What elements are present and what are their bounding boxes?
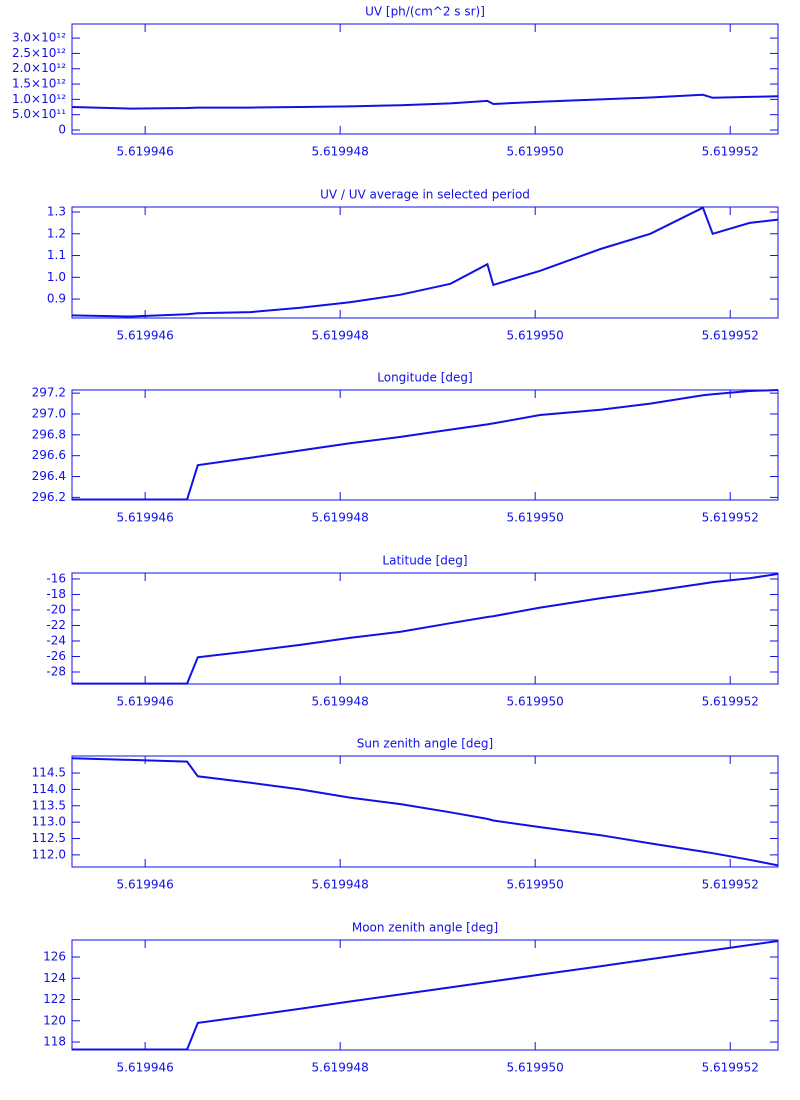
y-tick-label: 122 xyxy=(43,992,66,1006)
x-tick-label: 5.619950 xyxy=(507,511,564,525)
y-tick-label: 297.0 xyxy=(32,406,66,420)
y-tick-label: 120 xyxy=(43,1013,66,1027)
y-tick-label: 112.5 xyxy=(32,831,66,845)
data-line xyxy=(72,389,779,501)
x-tick-label: 5.619946 xyxy=(117,1061,174,1075)
y-tick-label: 1.3 xyxy=(47,205,66,219)
x-tick-label: 5.619952 xyxy=(702,511,759,525)
y-tick-label: 2.5×10¹² xyxy=(12,46,66,60)
x-tick-label: 5.619948 xyxy=(312,695,369,709)
x-tick-label: 5.619946 xyxy=(117,145,174,159)
x-tick-label: 5.619952 xyxy=(702,329,759,343)
data-line xyxy=(71,206,779,318)
data-line xyxy=(71,93,779,110)
y-tick-label: -16 xyxy=(46,571,66,585)
plot-frame xyxy=(71,939,779,1051)
y-tick-label: -26 xyxy=(46,649,66,663)
y-tick-label: 113.0 xyxy=(32,815,66,829)
y-tick-label: -24 xyxy=(46,633,66,647)
x-tick-label: 5.619952 xyxy=(702,695,759,709)
y-tick-label: -18 xyxy=(46,587,66,601)
y-tick-label: 1.2 xyxy=(47,226,66,240)
y-tick-label: 5.0×10¹¹ xyxy=(12,107,66,121)
data-line xyxy=(71,757,779,867)
y-tick-label: 2.0×10¹² xyxy=(12,61,66,75)
x-tick-label: 5.619952 xyxy=(702,878,759,892)
y-tick-label: 1.0 xyxy=(47,270,66,284)
x-tick-label: 5.619950 xyxy=(507,695,564,709)
x-tick-label: 5.619952 xyxy=(702,145,759,159)
y-tick-label: -20 xyxy=(46,602,66,616)
data-line xyxy=(72,940,779,1051)
x-tick-label: 5.619946 xyxy=(117,329,174,343)
x-tick-label: 5.619952 xyxy=(702,1061,759,1075)
x-tick-label: 5.619950 xyxy=(507,145,564,159)
plot-frame xyxy=(71,23,779,135)
y-tick-label: 118 xyxy=(43,1035,66,1049)
x-tick-label: 5.619946 xyxy=(117,878,174,892)
y-tick-label: 114.0 xyxy=(32,782,66,796)
y-tick-label: 113.5 xyxy=(32,798,66,812)
y-tick-label: 296.4 xyxy=(32,469,66,483)
panel-title: Latitude [deg] xyxy=(382,554,467,568)
y-tick-label: 0.9 xyxy=(47,292,66,306)
panel-title: UV / UV average in selected period xyxy=(320,188,530,202)
plot-frame xyxy=(71,755,779,868)
y-tick-label: 3.0×10¹² xyxy=(12,31,66,45)
x-tick-label: 5.619950 xyxy=(507,1061,564,1075)
data-line xyxy=(72,572,779,685)
x-tick-label: 5.619948 xyxy=(312,145,369,159)
panel-title: UV [ph/(cm^2 s sr)] xyxy=(365,5,485,19)
x-tick-label: 5.619946 xyxy=(117,695,174,709)
panel-title: Longitude [deg] xyxy=(377,371,472,385)
y-tick-label: -28 xyxy=(46,664,66,678)
y-tick-label: 0 xyxy=(58,123,66,137)
y-tick-label: 297.2 xyxy=(32,386,66,400)
x-tick-label: 5.619950 xyxy=(507,329,564,343)
x-tick-label: 5.619948 xyxy=(312,329,369,343)
x-tick-label: 5.619950 xyxy=(507,878,564,892)
x-tick-label: 5.619946 xyxy=(117,511,174,525)
x-tick-label: 5.619948 xyxy=(312,878,369,892)
y-tick-label: 296.2 xyxy=(32,490,66,504)
y-tick-label: 296.6 xyxy=(32,448,66,462)
y-tick-label: 112.0 xyxy=(32,847,66,861)
y-tick-label: 296.8 xyxy=(32,427,66,441)
y-tick-label: 1.0×10¹² xyxy=(12,92,66,106)
y-tick-label: 1.5×10¹² xyxy=(12,77,66,91)
plot-frame xyxy=(71,206,779,319)
plot-frame xyxy=(71,572,779,685)
y-tick-label: 126 xyxy=(43,950,66,964)
plot-frame xyxy=(71,389,779,501)
x-tick-label: 5.619948 xyxy=(312,511,369,525)
y-tick-label: 114.5 xyxy=(32,766,66,780)
panel-title: Sun zenith angle [deg] xyxy=(357,737,493,751)
y-tick-label: 124 xyxy=(43,971,66,985)
y-tick-label: 1.1 xyxy=(47,248,66,262)
x-tick-label: 5.619948 xyxy=(312,1061,369,1075)
panel-title: Moon zenith angle [deg] xyxy=(352,921,498,935)
y-tick-label: -22 xyxy=(46,618,66,632)
